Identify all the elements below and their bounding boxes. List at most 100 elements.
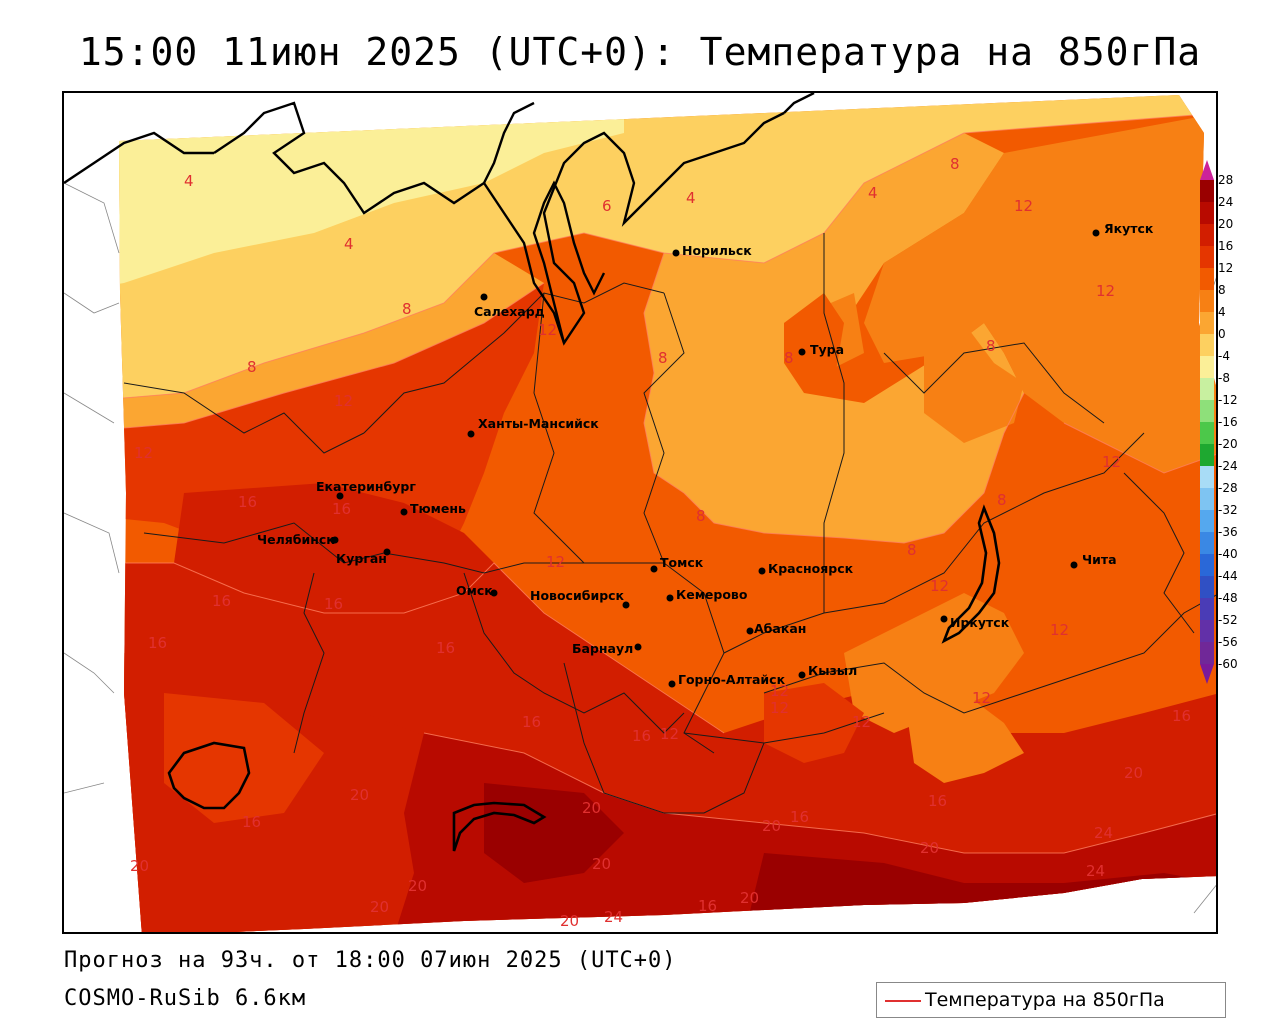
scale-swatch bbox=[1200, 642, 1214, 664]
contour-label: 12 bbox=[660, 725, 679, 743]
city-dot bbox=[1070, 561, 1078, 569]
region-borders bbox=[123, 233, 1216, 814]
city-label: Ханты-Мансийск bbox=[478, 416, 599, 431]
city-label: Челябинск bbox=[257, 532, 335, 547]
contour-label: 8 bbox=[986, 337, 996, 355]
scale-swatch bbox=[1200, 554, 1214, 576]
scale-tick-label: -56 bbox=[1218, 635, 1238, 649]
scale-swatch bbox=[1200, 290, 1214, 312]
contour-label: 12 bbox=[852, 713, 871, 731]
color-scale: 28 24 20 16 12 8 4 0 -4 -8 -12 -16 -20 -24 -28 -32 -36 -4… bbox=[1198, 158, 1268, 688]
contour-label: 16 bbox=[522, 713, 541, 731]
city-dot bbox=[798, 348, 806, 356]
scale-tick-label: -16 bbox=[1218, 415, 1238, 429]
city-label: Чита bbox=[1082, 552, 1117, 567]
scale-tick-label: 8 bbox=[1218, 283, 1226, 297]
scale-tick-label: -24 bbox=[1218, 459, 1238, 473]
city-dot bbox=[383, 548, 391, 556]
lakes bbox=[167, 504, 1001, 852]
scale-swatch bbox=[1200, 598, 1214, 620]
contour-label: 16 bbox=[436, 639, 455, 657]
contour-label: 4 bbox=[344, 235, 354, 253]
scale-tick-label: -28 bbox=[1218, 481, 1238, 495]
contour-label: 12 bbox=[546, 553, 565, 571]
contour-label: 20 bbox=[408, 877, 427, 895]
scale-swatch bbox=[1200, 202, 1214, 224]
city-dot bbox=[400, 508, 408, 516]
contour-label: 8 bbox=[997, 491, 1007, 509]
city-dot bbox=[666, 594, 674, 602]
scale-tick-label: -44 bbox=[1218, 569, 1238, 583]
map-canvas: 4 4 4 4 6 8 8 8 8 8 8 8 8 8 12 12 12 12 … bbox=[64, 93, 1216, 932]
scale-swatch bbox=[1200, 180, 1214, 202]
contour-label: 24 bbox=[1094, 824, 1113, 842]
contour-label: 12 bbox=[1050, 621, 1069, 639]
contour-label: 8 bbox=[247, 358, 257, 376]
scale-swatch bbox=[1200, 356, 1214, 378]
city-label: Кызыл bbox=[808, 663, 857, 678]
city-dot bbox=[746, 627, 754, 635]
scale-swatch bbox=[1200, 268, 1214, 290]
city-label: Норильск bbox=[682, 243, 752, 258]
contour-label: 20 bbox=[920, 839, 939, 857]
scale-tick-label: -12 bbox=[1218, 393, 1238, 407]
city-label: Новосибирск bbox=[530, 588, 625, 603]
city-label: Горно-Алтайск bbox=[678, 672, 786, 687]
contour-label: 4 bbox=[686, 189, 696, 207]
scale-swatch bbox=[1200, 334, 1214, 356]
scale-tick-label: 16 bbox=[1218, 239, 1233, 253]
scale-swatch bbox=[1200, 488, 1214, 510]
scale-swatch bbox=[1200, 246, 1214, 268]
scale-tick-label: 4 bbox=[1218, 305, 1226, 319]
contour-label: 20 bbox=[582, 799, 601, 817]
scale-tick-label: -40 bbox=[1218, 547, 1238, 561]
contour-label: 16 bbox=[238, 493, 257, 511]
contour-label: 12 bbox=[770, 699, 789, 717]
contour-label: 16 bbox=[148, 634, 167, 652]
contour-label: 8 bbox=[784, 349, 794, 367]
contour-label: 12 bbox=[134, 444, 153, 462]
city-label: Омск bbox=[456, 583, 493, 598]
contour-label: 24 bbox=[1086, 862, 1105, 880]
scale-tick-label: -32 bbox=[1218, 503, 1238, 517]
contour-label: 20 bbox=[1124, 764, 1143, 782]
city-label: Тура bbox=[810, 342, 844, 357]
contour-label: 8 bbox=[950, 155, 960, 173]
contour-label: 20 bbox=[350, 786, 369, 804]
scale-tick-label: -4 bbox=[1218, 349, 1230, 363]
scale-top-arrow bbox=[1200, 160, 1214, 180]
scale-tick-label: 28 bbox=[1218, 173, 1233, 187]
scale-swatch bbox=[1200, 532, 1214, 554]
scale-swatch bbox=[1200, 312, 1214, 334]
city-label: Абакан bbox=[754, 621, 806, 636]
city-dot bbox=[336, 492, 344, 500]
temperature-map[interactable]: 4 4 4 4 6 8 8 8 8 8 8 8 8 8 12 12 12 12 … bbox=[62, 91, 1218, 934]
contour-label: 12 bbox=[334, 392, 353, 410]
scale-tick-label: -52 bbox=[1218, 613, 1238, 627]
contour-label: 16 bbox=[698, 897, 717, 915]
contour-label: 8 bbox=[402, 300, 412, 318]
scale-swatch bbox=[1200, 224, 1214, 246]
contour-label: 4 bbox=[868, 184, 878, 202]
scale-swatch bbox=[1200, 510, 1214, 532]
contour-label: 20 bbox=[592, 855, 611, 873]
city-label: Иркутск bbox=[950, 615, 1010, 630]
contour-label: 20 bbox=[130, 857, 149, 875]
contour-label: 16 bbox=[242, 813, 261, 831]
city-label: Тюмень bbox=[410, 501, 466, 516]
city-label: Екатеринбург bbox=[316, 479, 416, 494]
city-dot bbox=[758, 567, 766, 575]
contour-label: 20 bbox=[740, 889, 759, 907]
forecast-caption: Прогноз на 93ч. от 18:00 07июн 2025 (UTC… bbox=[64, 948, 677, 973]
contour-label: 16 bbox=[632, 727, 651, 745]
model-caption: COSMO-RuSib 6.6км bbox=[64, 986, 307, 1011]
scale-tick-label: 20 bbox=[1218, 217, 1233, 231]
scale-tick-label: 24 bbox=[1218, 195, 1233, 209]
scale-bottom-arrow bbox=[1200, 664, 1214, 684]
contour-label: 16 bbox=[212, 592, 231, 610]
legend-line-swatch bbox=[885, 1000, 921, 1002]
city-label: Якутск bbox=[1104, 221, 1154, 236]
contour-label: 8 bbox=[696, 507, 706, 525]
map-title: 15:00 11июн 2025 (UTC+0): Температура на… bbox=[78, 30, 1202, 74]
legend-label: Температура на 850гПа bbox=[925, 989, 1165, 1011]
